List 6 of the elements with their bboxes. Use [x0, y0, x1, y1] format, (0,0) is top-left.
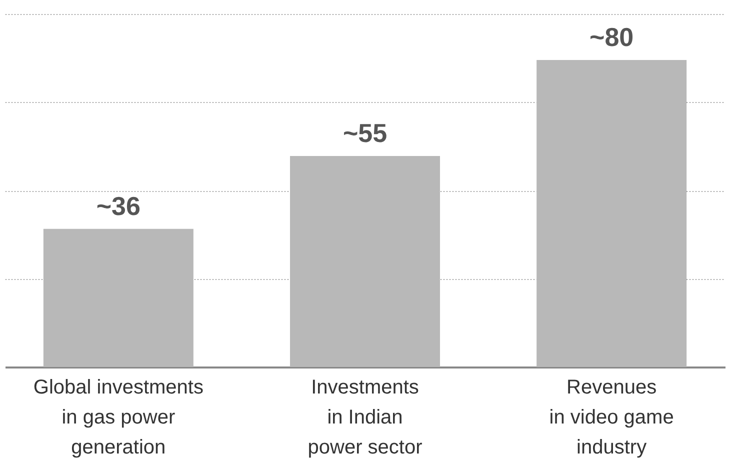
data-label: ~36 — [96, 190, 140, 221]
x-tick-label: Global investments in gas power generation — [33, 376, 204, 458]
x-tick-label: Investments in Indian power sector — [308, 376, 423, 458]
data-label: ~55 — [342, 118, 388, 148]
x-tick-label: Revenues in video game industry — [549, 376, 674, 458]
data-label: ~80 — [590, 22, 634, 52]
